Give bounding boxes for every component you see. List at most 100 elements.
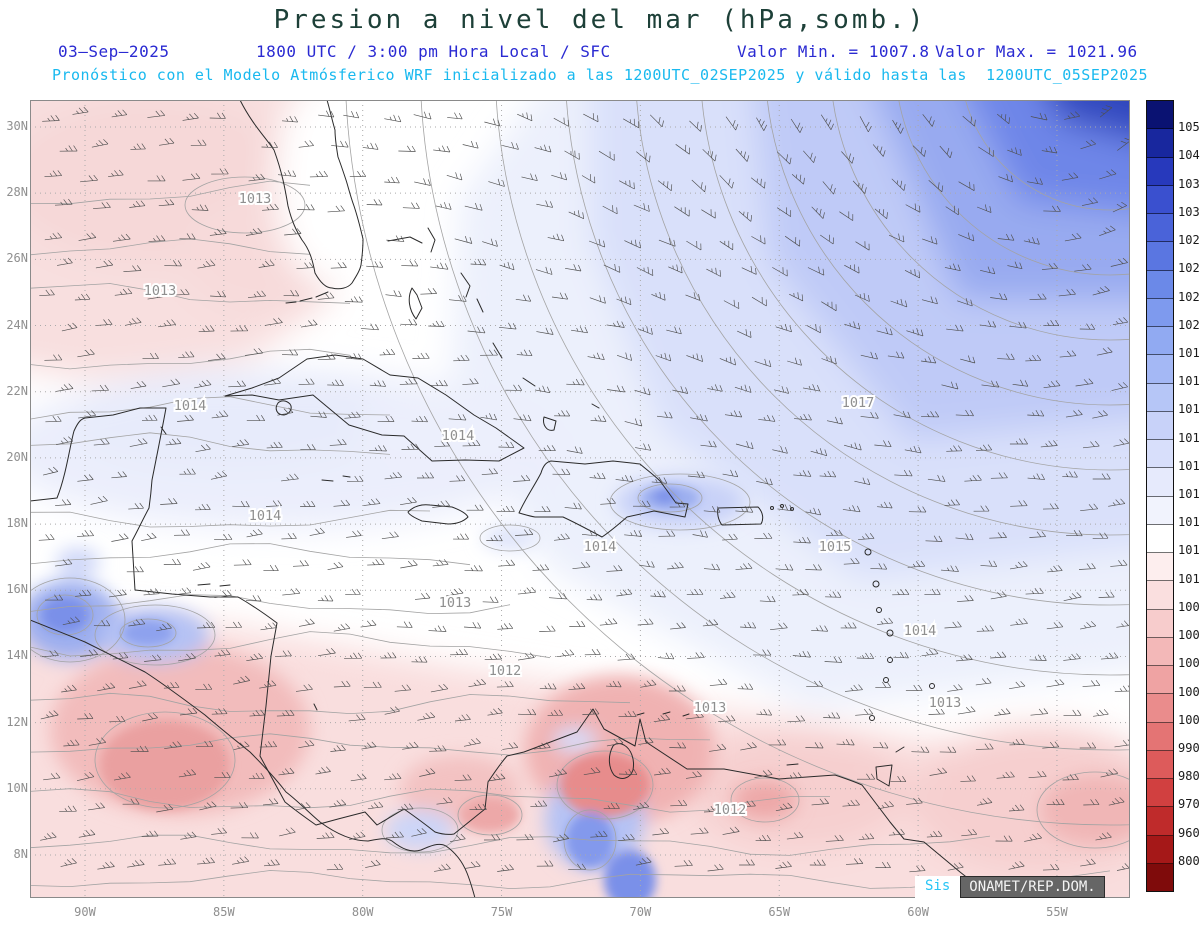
contour-labels-layer: 1013 1013 1014 1014 1017 1014 1014 1015 1013 1014… — [142, 189, 964, 820]
date-label: 03–Sep–2025 — [58, 42, 170, 61]
chart-title: Presion a nivel del mar (hPa,somb.) — [273, 5, 927, 35]
colorbar-tick-label: 1016 — [1178, 430, 1200, 445]
colorbar-tick-label: 1015 — [1178, 458, 1200, 473]
colorbar-cell — [1147, 440, 1173, 469]
contour-label: 1013 — [144, 283, 177, 299]
colorbar-cell — [1147, 863, 1173, 891]
valor-max-label: Valor Max. = 1021.96 — [935, 42, 1138, 61]
wind-barbs-layer — [38, 105, 1130, 873]
trinidad-tobago — [875, 746, 905, 787]
lon-tick-label: 70W — [629, 905, 652, 919]
lat-tick-label: 12N — [6, 714, 28, 729]
colorbar-cell — [1147, 694, 1173, 723]
colorbar-cell — [1147, 524, 1173, 553]
colorbar-tick-label: 1000 — [1178, 712, 1200, 727]
misc-islands — [160, 426, 318, 711]
isobar-contours-layer — [30, 100, 1130, 890]
lon-tick-label: 55W — [1046, 905, 1068, 919]
colorbar-tick-label: 1006 — [1178, 628, 1200, 643]
lat-tick-label: 28N — [6, 185, 28, 200]
cayman-islands — [321, 475, 351, 482]
colorbar-tick-label: 800 — [1178, 853, 1200, 868]
lake-maracaibo — [608, 743, 634, 779]
grid-lines-layer — [30, 100, 1130, 898]
colorbar-cell — [1147, 835, 1173, 864]
colorbar-tick-label: 1018 — [1178, 374, 1200, 389]
contour-label: 1014 — [249, 508, 282, 524]
forecast-line: Pronóstico con el Modelo Atmósferico WRF… — [51, 66, 1149, 84]
cuba-coastline — [224, 354, 525, 462]
lon-tick-label: 60W — [907, 905, 929, 919]
colorbar — [1146, 100, 1174, 892]
watermark: Sis ONAMET/REP.DOM. — [915, 876, 1105, 898]
lat-tick-label: 26N — [6, 251, 28, 266]
colorbar-tick-label: 1008 — [1178, 599, 1200, 614]
colorbar-cell — [1147, 157, 1173, 186]
colorbar-tick-label: 1004 — [1178, 656, 1200, 671]
pressure-shading-layer — [30, 100, 1130, 898]
lat-tick-label: 30N — [6, 119, 28, 133]
lon-tick-label: 75W — [490, 905, 513, 919]
map-frame — [30, 100, 1130, 898]
florida-keys — [285, 291, 329, 304]
colorbar-tick-label: 1019 — [1178, 345, 1200, 360]
contour-label: 1017 — [842, 395, 875, 411]
colorbar-tick-label: 1012 — [1178, 543, 1200, 558]
contour-label: 1014 — [904, 623, 937, 639]
bahamas-islands — [387, 227, 600, 431]
lon-tick-label: 65W — [768, 905, 791, 919]
colorbar-cell — [1147, 101, 1173, 130]
colorbar-cell — [1147, 411, 1173, 440]
puerto-rico-coastline — [717, 506, 764, 526]
colorbar-cell — [1147, 496, 1173, 525]
colorbar-tick-label: 970 — [1178, 797, 1200, 812]
florida-coastline — [239, 100, 364, 290]
lat-tick-label: 18N — [6, 516, 28, 531]
colorbar-cell — [1147, 779, 1173, 808]
abc-islands — [636, 711, 799, 766]
colorbar-tick-label: 1028 — [1178, 233, 1200, 248]
colorbar-cell — [1147, 468, 1173, 497]
colorbar-cell — [1147, 129, 1173, 158]
colorbar-tick-label: 990 — [1178, 740, 1200, 755]
watermark-brand: ONAMET/REP.DOM. — [960, 876, 1105, 898]
lat-tick-label: 14N — [6, 648, 28, 663]
colorbar-cell — [1147, 270, 1173, 299]
jamaica-coastline — [407, 504, 469, 525]
contour-label: 1014 — [584, 539, 617, 555]
hispaniola-coastline — [518, 460, 689, 538]
colorbar-tick-label: 980 — [1178, 769, 1200, 784]
lon-tick-label: 90W — [74, 905, 96, 919]
colorbar-cell — [1147, 807, 1173, 836]
colorbar-tick-label: 1035 — [1178, 176, 1200, 191]
colorbar-tick-label: 1050 — [1178, 120, 1200, 135]
colorbar-tick-label: 1040 — [1178, 148, 1200, 163]
contour-label: 1013 — [694, 700, 727, 716]
central-america-pacific-coast — [30, 619, 476, 898]
colorbar-tick-label: 960 — [1178, 825, 1200, 840]
lat-tick-label: 8N — [13, 846, 28, 861]
time-label: 1800 UTC / 3:00 pm Hora Local / SFC — [256, 42, 611, 61]
colorbar-cell — [1147, 185, 1173, 214]
contour-label: 1012 — [489, 663, 522, 679]
colorbar-cell — [1147, 750, 1173, 779]
colorbar-cell — [1147, 214, 1173, 243]
colorbar-tick-label: 1002 — [1178, 684, 1200, 699]
isle-of-youth — [275, 400, 292, 416]
colorbar-tick-label: 1013 — [1178, 515, 1200, 530]
colorbar-cell — [1147, 383, 1173, 412]
colorbar-tick-label: 1010 — [1178, 571, 1200, 586]
colorbar-tick-label: 1030 — [1178, 204, 1200, 219]
pressure-map-svg: 1013 1013 1014 1014 1017 1014 1014 1015 1013 1014… — [30, 100, 1130, 898]
contour-label: 1014 — [442, 428, 475, 444]
lat-tick-label: 16N — [6, 582, 28, 597]
colorbar-cell — [1147, 355, 1173, 384]
map-area: 1013 1013 1014 1014 1017 1014 1014 1015 1013 1014… — [30, 100, 1130, 898]
contour-label: 1013 — [929, 695, 962, 711]
colorbar-tick-label: 1020 — [1178, 317, 1200, 332]
colorbar-cell — [1147, 609, 1173, 638]
colorbar-tick-label: 1017 — [1178, 402, 1200, 417]
lat-tick-label: 22N — [6, 383, 28, 398]
colorbar-cell — [1147, 327, 1173, 356]
valor-min-label: Valor Min. = 1007.8 — [737, 42, 930, 61]
